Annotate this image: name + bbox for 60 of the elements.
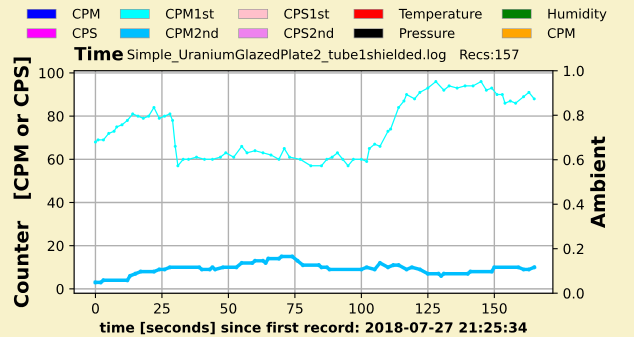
point [418, 267, 422, 272]
point [386, 265, 390, 270]
point [532, 265, 536, 270]
point [133, 272, 138, 276]
y-tick-label: 80 [48, 111, 64, 122]
point [364, 265, 369, 270]
legend-label: CPS1st [284, 8, 330, 19]
x-tick-label: 25 [154, 303, 170, 314]
y-tick-label: 60 [48, 154, 64, 165]
point [128, 274, 132, 278]
x-tick-label: 0 [92, 303, 99, 314]
x-tick-label: 150 [482, 303, 507, 314]
point [316, 263, 321, 268]
point [410, 265, 414, 270]
point [404, 267, 409, 272]
point [138, 270, 143, 274]
line-series [93, 254, 536, 284]
y-tick-label: 20 [48, 240, 64, 252]
y-tick-label: 0 [56, 284, 64, 294]
point [372, 267, 377, 272]
point [162, 267, 167, 272]
x-axis-title: time [seconds] since first record: 2018-07-27 21:25:34 [100, 322, 527, 334]
legend-label: CPS2nd [284, 28, 333, 38]
x-tick-label: 75 [287, 303, 303, 314]
legend-label: Temperature [398, 8, 482, 22]
y-tick-label: 100 [39, 68, 64, 78]
y2-tick-label: 0.6 [563, 154, 584, 166]
point [200, 267, 204, 272]
point [439, 274, 444, 278]
legend-label: CPM2nd [166, 28, 218, 38]
point [157, 267, 162, 272]
point [468, 270, 472, 274]
point [391, 263, 396, 268]
y-tick-label: 40 [47, 197, 64, 208]
y2-tick-label: 0.8 [563, 110, 584, 121]
legend-label: Humidity [548, 8, 606, 22]
point [300, 263, 305, 268]
chart-title: Time [74, 46, 123, 61]
point [396, 263, 401, 268]
y2-tick-label: 1.0 [564, 66, 584, 76]
y2-axis-title: Ambient [590, 136, 606, 228]
legend-label: CPM [548, 28, 574, 38]
point [98, 280, 103, 284]
x-tick-label: 125 [416, 303, 440, 314]
legend-label: CPS [72, 28, 97, 38]
chart-subtitle: Simple_UraniumGlazedPlate2_tube1shielded.log Recs:157 [128, 49, 518, 62]
x-tick-label: 50 [220, 303, 236, 314]
point [290, 254, 294, 259]
point [213, 267, 218, 272]
point [295, 258, 300, 263]
legend-label: Pressure [400, 28, 454, 38]
y2-tick-label: 0.4 [563, 199, 584, 210]
y2-tick-label: 0.0 [563, 288, 584, 299]
point [490, 270, 494, 274]
x-tick-label: 100 [350, 303, 374, 314]
y-axis-title: Counter [CPM or CPS] [14, 57, 31, 308]
y2-tick-label: 0.2 [563, 244, 584, 254]
point [266, 256, 270, 261]
legend-label: CPM1st [166, 8, 214, 19]
legend-label: CPM [72, 8, 100, 19]
